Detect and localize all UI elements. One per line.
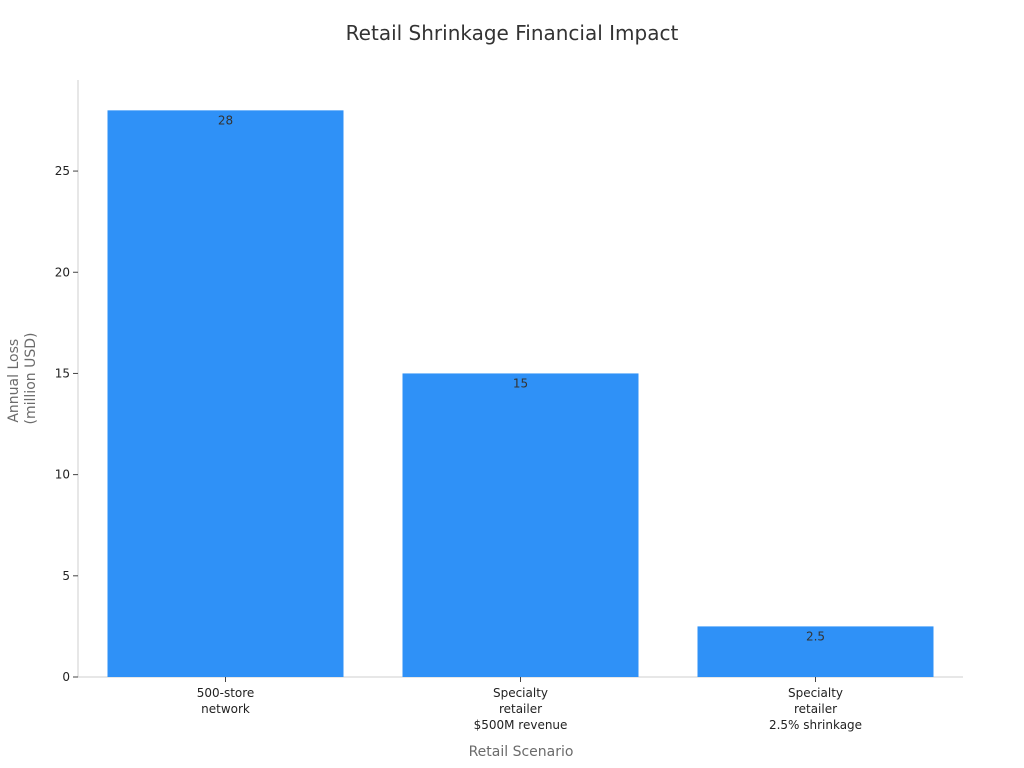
x-tick-label: Specialty retailer $500M revenue [474,686,568,732]
data-label: 15 [513,376,528,390]
y-tick-label: 0 [62,670,70,684]
y-tick-label: 5 [62,569,70,583]
data-label: 28 [218,113,233,127]
bar [697,626,934,677]
data-label: 2.5 [806,629,825,643]
y-tick-label: 20 [55,265,70,279]
x-tick-label-line: retailer [499,702,542,716]
x-tick-label: 500-store network [197,686,255,716]
bar [402,373,639,677]
plot-area: 0 5 10 15 20 25 28 500-store network 15 Specialty r… [55,80,963,732]
y-tick-label: 25 [55,164,70,178]
y-tick-label: 15 [55,366,70,380]
x-tick-label-line: 2.5% shrinkage [769,718,862,732]
x-tick-label-line: $500M revenue [474,718,568,732]
x-tick-label-line: Specialty [788,686,843,700]
x-axis-label: Retail Scenario [469,744,574,760]
bar [107,110,344,677]
x-tick-label-line: network [201,702,250,716]
x-tick-label: Specialty retailer 2.5% shrinkage [769,686,862,732]
y-axis-label-line: (million USD) [23,333,39,425]
chart-title: Retail Shrinkage Financial Impact [346,21,679,45]
x-tick-label-line: 500-store [197,686,255,700]
y-axis-label-line: Annual Loss [6,339,22,423]
x-tick-label-line: Specialty [493,686,548,700]
x-tick-label-line: retailer [794,702,837,716]
y-tick-label: 10 [55,468,70,482]
y-axis-label: Annual Loss (million USD) [6,333,39,425]
